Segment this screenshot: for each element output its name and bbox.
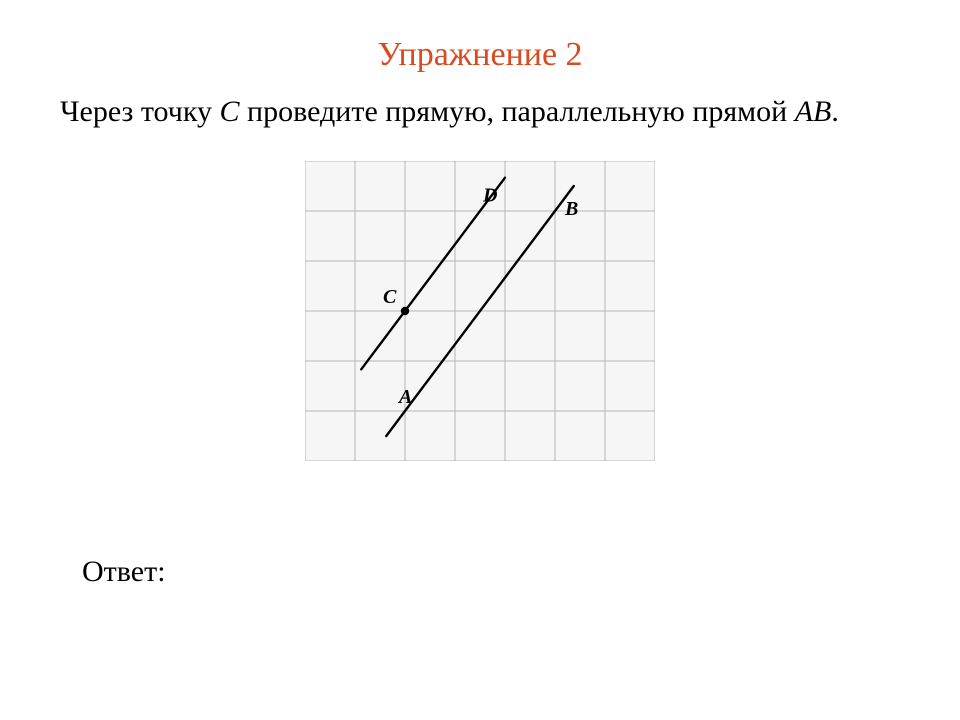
problem-part-3: . (831, 95, 839, 128)
problem-text: Через точку C проведите прямую, параллел… (0, 92, 960, 133)
svg-text:B: B (564, 198, 578, 220)
problem-letter-c: C (220, 95, 240, 128)
svg-text:A: A (397, 386, 412, 408)
diagram-container: A B C D (0, 161, 960, 461)
geometry-diagram: A B C D (305, 161, 655, 461)
problem-letters-ab: AB (795, 95, 832, 128)
exercise-title: Упражнение 2 (0, 0, 960, 92)
svg-text:C: C (383, 286, 397, 308)
svg-text:D: D (482, 184, 497, 206)
problem-part-1: Через точку (60, 95, 220, 128)
problem-part-2: проведите прямую, параллельную прямой (240, 95, 795, 128)
answer-label: Ответ: (82, 555, 166, 589)
